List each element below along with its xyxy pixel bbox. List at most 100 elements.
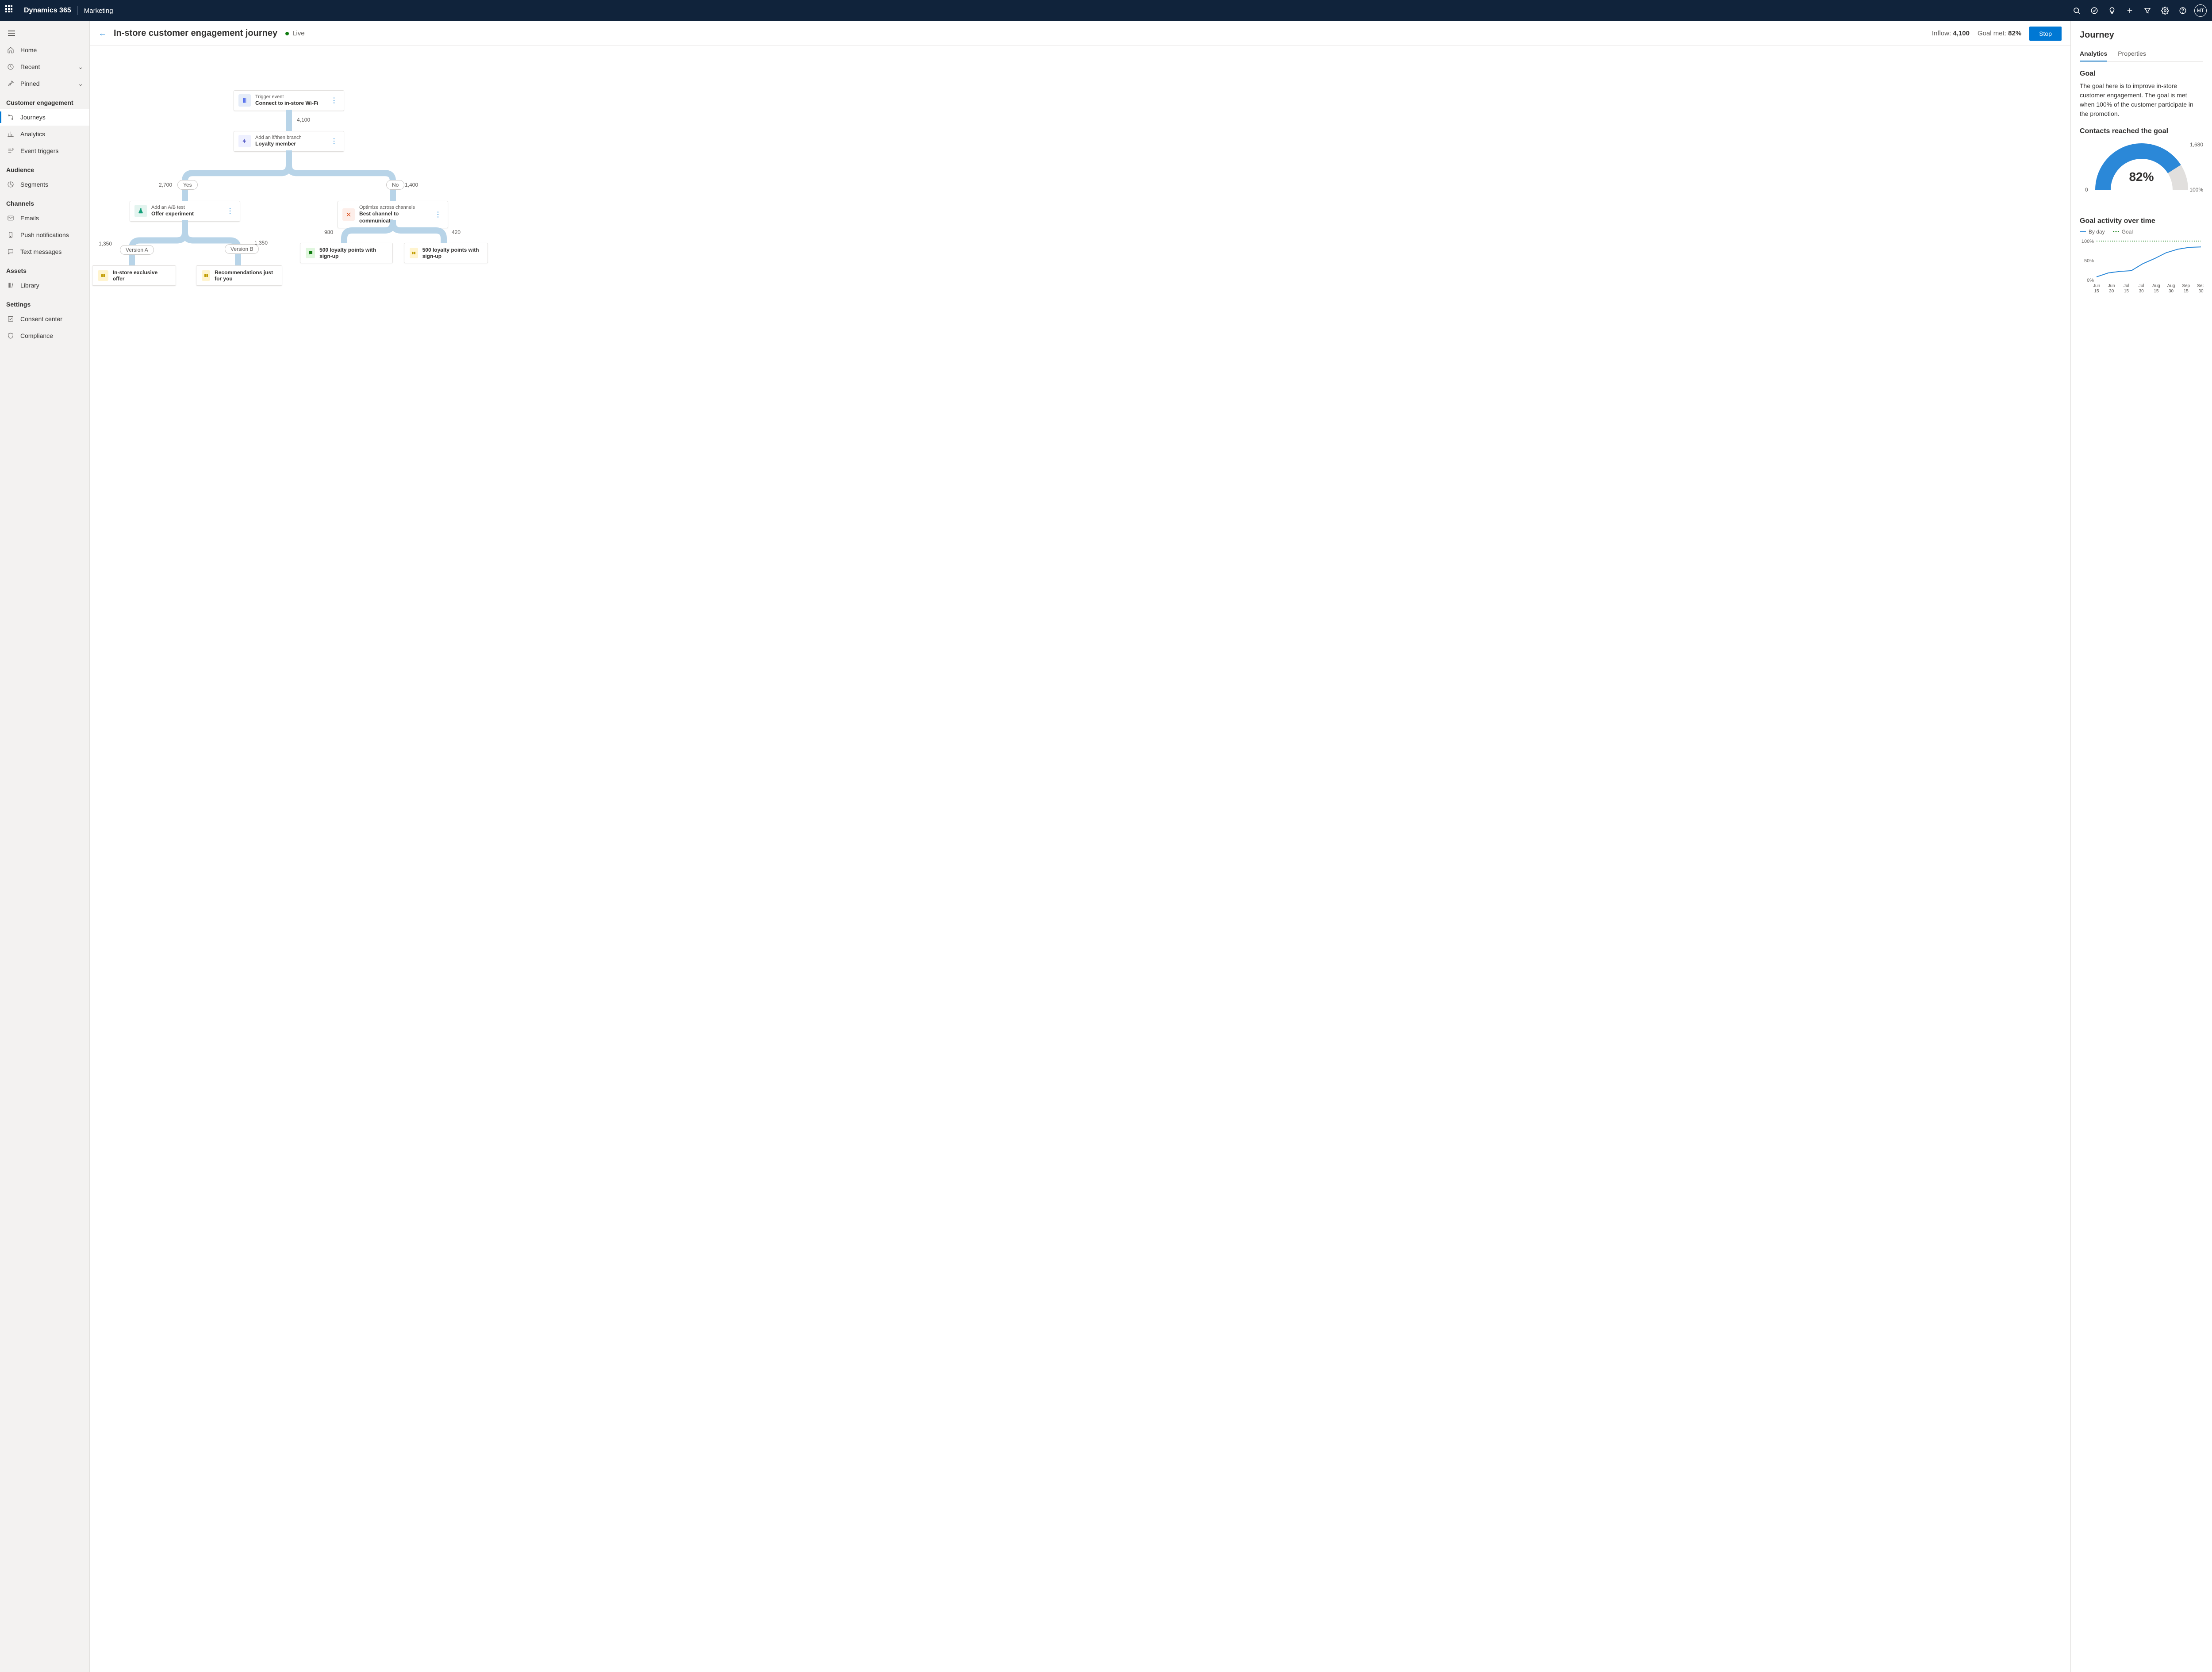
svg-text:Jun: Jun	[2108, 284, 2115, 288]
flow-count: 4,100	[297, 117, 310, 123]
svg-text:15: 15	[2124, 289, 2129, 294]
tab-properties[interactable]: Properties	[2118, 46, 2146, 61]
sidebar-item-text[interactable]: Text messages	[0, 243, 89, 260]
sidebar-item-library[interactable]: Library	[0, 277, 89, 294]
library-icon	[6, 281, 15, 290]
svg-text:50%: 50%	[2084, 258, 2094, 264]
sidebar-item-push[interactable]: Push notifications	[0, 226, 89, 243]
gauge-chart: 82% 0 100% 1,680	[2080, 139, 2203, 201]
help-icon[interactable]	[2174, 0, 2192, 21]
flow-node[interactable]: Optimize across channelsBest channel to …	[338, 201, 448, 228]
settings-icon[interactable]	[2156, 0, 2174, 21]
more-icon[interactable]: ⋮	[225, 207, 235, 215]
sidebar-label: Recent	[20, 63, 40, 70]
sidebar-item-compliance[interactable]: Compliance	[0, 327, 89, 344]
home-icon	[6, 46, 15, 54]
sidebar-section: Channels	[0, 193, 89, 210]
panel-tabs: Analytics Properties	[2080, 46, 2203, 62]
sidebar-label: Event triggers	[20, 147, 58, 154]
flow-leaf[interactable]: 500 loyalty points with sign-up	[404, 243, 488, 263]
line-chart: 100%50%0%Jun15Jun30Jul15Jul30Aug15Aug30S…	[2080, 238, 2204, 296]
sidebar-section: Assets	[0, 260, 89, 277]
sidebar-item-pinned[interactable]: Pinned ⌄	[0, 75, 89, 92]
svg-text:Jun: Jun	[2093, 284, 2100, 288]
more-icon[interactable]: ⋮	[329, 96, 339, 105]
chevron-down-icon: ⌄	[78, 63, 83, 71]
lightbulb-icon[interactable]	[2103, 0, 2121, 21]
flow-count: 1,400	[405, 182, 418, 188]
sidebar-label: Compliance	[20, 332, 53, 339]
area-label: Marketing	[84, 7, 113, 15]
add-icon[interactable]	[2121, 0, 2139, 21]
pin-icon	[6, 79, 15, 88]
menu-toggle-icon[interactable]	[0, 25, 89, 42]
flow-count: 1,350	[254, 240, 268, 246]
branch-pill: Yes	[177, 180, 198, 190]
sidebar-item-recent[interactable]: Recent ⌄	[0, 58, 89, 75]
svg-text:Jul: Jul	[2124, 284, 2129, 288]
svg-text:30: 30	[2198, 289, 2204, 294]
sidebar: Home Recent ⌄ Pinned ⌄ Customer engageme…	[0, 21, 90, 1672]
status-dot	[285, 32, 289, 35]
mail-icon	[6, 214, 15, 222]
chevron-down-icon: ⌄	[78, 80, 83, 88]
phone-icon	[6, 230, 15, 239]
flow-node[interactable]: Add an if/then branchLoyalty member ⋮	[234, 131, 344, 152]
sidebar-section: Settings	[0, 294, 89, 311]
sidebar-label: Pinned	[20, 80, 40, 87]
consent-icon	[6, 314, 15, 323]
brand: Dynamics 365	[24, 7, 71, 15]
filter-icon[interactable]	[2139, 0, 2156, 21]
journey-canvas[interactable]: Trigger eventConnect to in-store Wi-Fi ⋮…	[90, 46, 2070, 1672]
sidebar-item-analytics[interactable]: Analytics	[0, 126, 89, 142]
sidebar-label: Analytics	[20, 130, 45, 138]
flow-leaf[interactable]: 500 loyalty points with sign-up	[300, 243, 393, 263]
flow-count: 980	[324, 229, 333, 235]
stop-button[interactable]: Stop	[2029, 27, 2062, 41]
clock-icon	[6, 62, 15, 71]
inflow-stat: Inflow: 4,100	[1932, 30, 1970, 37]
sidebar-item-journeys[interactable]: Journeys	[0, 109, 89, 126]
gauge-percent: 82%	[2129, 170, 2154, 184]
sidebar-label: Consent center	[20, 315, 62, 322]
svg-text:0%: 0%	[2087, 278, 2094, 283]
svg-text:30: 30	[2139, 289, 2144, 294]
avatar[interactable]: MT	[2194, 4, 2207, 17]
sidebar-item-emails[interactable]: Emails	[0, 210, 89, 226]
flow-leaf[interactable]: In-store exclusive offer	[92, 265, 176, 286]
search-icon[interactable]	[2068, 0, 2085, 21]
sidebar-item-triggers[interactable]: Event triggers	[0, 142, 89, 159]
sidebar-label: Emails	[20, 215, 39, 222]
message-icon	[6, 247, 15, 256]
flow-leaf[interactable]: Recommendations just for you	[196, 265, 282, 286]
goal-stat: Goal met: 82%	[1978, 30, 2021, 37]
svg-text:15: 15	[2154, 289, 2159, 294]
goal-heading: Goal	[2080, 70, 2203, 78]
shield-icon	[6, 331, 15, 340]
app-launcher-icon[interactable]	[5, 5, 16, 16]
page-title: In-store customer engagement journey	[114, 28, 277, 38]
flow-node[interactable]: Trigger eventConnect to in-store Wi-Fi ⋮	[234, 90, 344, 111]
back-icon[interactable]: ←	[99, 29, 107, 38]
task-icon[interactable]	[2085, 0, 2103, 21]
sidebar-item-segments[interactable]: Segments	[0, 176, 89, 193]
sidebar-item-home[interactable]: Home	[0, 42, 89, 58]
flow-count: 420	[452, 229, 461, 235]
sidebar-label: Text messages	[20, 248, 61, 255]
svg-text:Sep: Sep	[2197, 284, 2204, 288]
flow-node[interactable]: Add an A/B testOffer experiment ⋮	[130, 201, 240, 222]
more-icon[interactable]: ⋮	[433, 210, 443, 219]
more-icon[interactable]: ⋮	[329, 137, 339, 146]
sidebar-section: Audience	[0, 159, 89, 176]
status-text: Live	[292, 30, 305, 37]
activity-heading: Goal activity over time	[2080, 217, 2203, 225]
journey-icon	[6, 113, 15, 122]
chart-legend: By day Goal	[2080, 229, 2203, 235]
svg-text:100%: 100%	[2081, 239, 2094, 244]
sidebar-item-consent[interactable]: Consent center	[0, 311, 89, 327]
sidebar-label: Home	[20, 46, 37, 54]
svg-text:Aug: Aug	[2167, 284, 2175, 288]
tab-analytics[interactable]: Analytics	[2080, 46, 2107, 61]
branch-pill: No	[386, 180, 404, 190]
branch-pill: Version B	[225, 244, 259, 254]
